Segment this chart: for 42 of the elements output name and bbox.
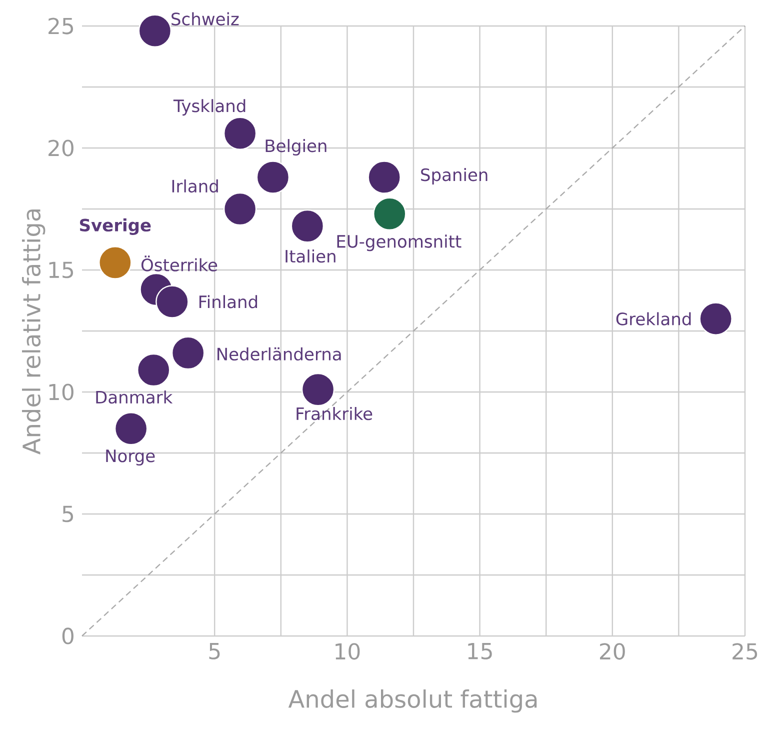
y-tick-label: 5 [62, 506, 74, 522]
x-tick-label: 15 [468, 643, 492, 660]
point [137, 353, 170, 387]
y-tick-label: 20 [48, 140, 74, 156]
annotation: Österrike [141, 256, 218, 272]
annotation: Irland [172, 179, 218, 193]
point [223, 192, 257, 226]
annotation: Norge [106, 450, 155, 466]
point [223, 116, 257, 150]
y-tick-label: 10 [49, 384, 74, 400]
point [114, 412, 148, 446]
annotation: Nederländerna [218, 347, 341, 361]
annotation: Grekland [616, 312, 691, 326]
annotation: Danmark [96, 390, 173, 404]
y-tick-label: 15 [49, 262, 74, 278]
point [368, 160, 401, 194]
point [301, 372, 335, 406]
y-tick-label: 0 [62, 628, 74, 644]
series-label: EU-genomsnitt [337, 234, 462, 252]
point [256, 160, 290, 194]
annotation: Finland [199, 295, 258, 308]
series-label: Sverige [80, 218, 151, 235]
annotation: Belgien [266, 139, 326, 156]
x-axis-title: Andel absolut fattiga [288, 689, 537, 713]
y-tick-label: 25 [48, 18, 74, 34]
x-tick-label: 25 [732, 643, 758, 660]
y-axis-title: Andel relativt fattiga [22, 210, 46, 454]
point [699, 302, 732, 336]
point [156, 285, 189, 318]
point [138, 14, 172, 48]
x-tick-label: 20 [600, 643, 625, 660]
annotation: Schweiz [172, 12, 239, 26]
point [373, 197, 406, 230]
x-tick-label: 10 [336, 643, 360, 660]
point [290, 209, 324, 243]
x-tick-label: 5 [209, 643, 220, 660]
annotation: Tyskland [173, 99, 246, 116]
annotation: Spanien [421, 168, 488, 185]
point [98, 246, 132, 280]
point [171, 336, 205, 370]
annotation: Italien [286, 249, 336, 263]
annotation: Frankrike [296, 406, 372, 420]
